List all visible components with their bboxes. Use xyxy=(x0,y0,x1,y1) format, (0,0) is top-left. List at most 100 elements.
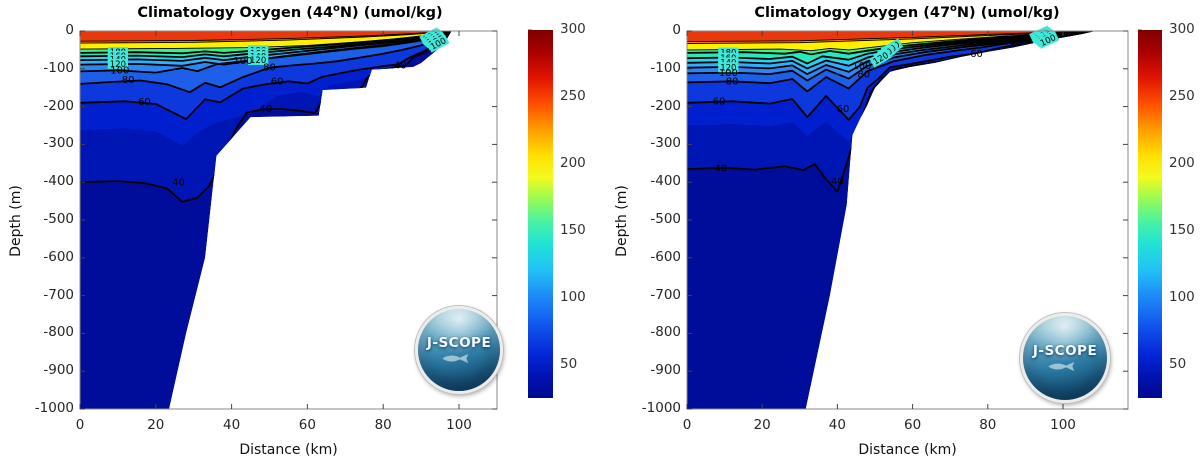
contour-label-group: 60 xyxy=(271,77,284,88)
x-tick-label: 80 xyxy=(979,417,997,433)
panel-title-47n: Climatology Oxygen (47oN) (umol/kg) xyxy=(722,3,1092,21)
x-tick-label: 60 xyxy=(904,417,922,433)
y-tick-label: 0 xyxy=(672,22,681,38)
colorbar-tick-label: 200 xyxy=(560,154,586,171)
contour-label-40: 40 xyxy=(172,178,185,189)
y-tick-label: -200 xyxy=(43,97,74,114)
fish-icon xyxy=(442,353,469,364)
colorbar-tick-label: 100 xyxy=(560,288,586,305)
y-tick-label: -800 xyxy=(43,324,74,341)
x-tick-label: 20 xyxy=(753,417,771,433)
contour-label-80: 80 xyxy=(1008,37,1024,51)
contour-label-40: 40 xyxy=(831,176,844,187)
y-tick-label: -500 xyxy=(43,211,74,227)
contour-label-group: 40 xyxy=(831,176,844,187)
contour-label-group: 40 xyxy=(259,104,272,115)
contour-label-group: 100 xyxy=(852,61,871,72)
contour-label-100: 100 xyxy=(233,56,252,67)
contour-label-box xyxy=(718,47,739,58)
jscope-logo-label: J-SCOPE xyxy=(1032,343,1098,359)
contour-label-group: 80 xyxy=(1008,37,1024,51)
contour-label-group: 80 xyxy=(726,77,739,88)
contour-label-group: 40 xyxy=(714,164,727,175)
colorbar-44n xyxy=(528,30,553,398)
contour-label-100: 100 xyxy=(110,66,129,77)
contour-label-80: 80 xyxy=(857,69,870,80)
title-text: N) (umol/kg) xyxy=(339,4,443,21)
y-tick-label: -700 xyxy=(650,286,681,303)
contour-label-80: 80 xyxy=(122,75,135,86)
contour-label-group: 80 xyxy=(263,63,276,74)
y-tick-label: -400 xyxy=(43,173,74,190)
contour-label-60: 60 xyxy=(970,49,983,60)
x-tick-label: 100 xyxy=(1050,417,1076,433)
contour-label-120: 120 xyxy=(250,56,266,66)
contour-label-group: 100 xyxy=(233,56,252,67)
y-tick-label: -1000 xyxy=(641,400,681,416)
contour-label-group: 120 xyxy=(248,55,269,66)
x-axis-label-right: Distance (km) xyxy=(858,442,957,458)
y-tick-label: -600 xyxy=(43,248,74,265)
contour-label-100: 100 xyxy=(852,61,871,72)
colorbar-tick-label: 50 xyxy=(1169,355,1187,372)
y-tick-label: -400 xyxy=(650,173,681,190)
colorbar-47n xyxy=(1138,30,1162,398)
x-tick-label: 100 xyxy=(446,417,472,433)
colorbar-tick-label: 250 xyxy=(560,87,586,104)
colorbar-tick-label: 200 xyxy=(1169,154,1195,171)
contour-label-80: 80 xyxy=(263,63,276,74)
title-text: Climatology Oxygen (44 xyxy=(137,4,334,21)
contour-label-box xyxy=(107,58,128,69)
colorbar-tick-label: 250 xyxy=(1169,87,1195,104)
contour-line-60 xyxy=(687,33,1094,121)
y-tick-label: -300 xyxy=(43,135,74,152)
colorbar-tick-label: 50 xyxy=(560,355,578,372)
title-text: N) (umol/kg) xyxy=(956,4,1060,21)
contour-label-40: 40 xyxy=(714,164,727,175)
colorbar-tick-label: 150 xyxy=(1169,221,1195,238)
contour-label-group: 100 xyxy=(719,68,738,79)
contour-line-40 xyxy=(80,35,452,203)
colorbar-tick-label: 300 xyxy=(560,21,586,37)
fish-icon xyxy=(1048,361,1075,372)
panel-title-44n: Climatology Oxygen (44oN) (umol/kg) xyxy=(105,3,475,21)
title-text: Climatology Oxygen (47 xyxy=(754,4,951,21)
colorbar-tick-label: 300 xyxy=(1169,21,1195,37)
contour-label-60: 60 xyxy=(713,97,726,108)
jscope-logo-badge: J-SCOPE xyxy=(1020,313,1110,403)
colorbar-tick-label: 100 xyxy=(1169,288,1195,305)
contour-label-80: 80 xyxy=(726,77,739,88)
contour-line-80 xyxy=(80,33,452,94)
contour-line-180 xyxy=(687,31,1094,56)
contour-line-60 xyxy=(80,34,452,120)
contour-line-180 xyxy=(80,31,452,55)
contour-label-group: 80 xyxy=(857,69,870,80)
contour-label-group: 60 xyxy=(138,97,151,108)
contour-label-box xyxy=(869,48,892,68)
degree-superscript: o xyxy=(333,3,340,14)
contour-label-group: 100 xyxy=(110,66,129,77)
panel-44n-plot-area xyxy=(80,31,452,409)
contour-label-group: 80 xyxy=(122,75,135,86)
contour-label-60: 60 xyxy=(837,104,850,115)
y-tick-label: -500 xyxy=(650,211,681,227)
contour-label-box xyxy=(426,34,450,53)
contour-label-group: 60 xyxy=(713,97,726,108)
contour-label-box xyxy=(248,55,269,66)
contour-label-group: 120 xyxy=(718,62,739,73)
x-tick-label: 60 xyxy=(298,417,316,433)
y-tick-label: -1000 xyxy=(34,400,74,416)
x-axis-label-left: Distance (km) xyxy=(239,442,338,458)
contour-label-group: 40 xyxy=(172,178,185,189)
y-tick-label: -200 xyxy=(650,97,681,114)
colorbar-tick-label: 150 xyxy=(560,221,586,238)
y-axis-label-left: Depth (m) xyxy=(8,185,24,257)
y-tick-label: -600 xyxy=(650,248,681,265)
jscope-logo-label: J-SCOPE xyxy=(426,335,492,351)
contour-label-group: 60 xyxy=(970,49,983,60)
y-tick-label: -300 xyxy=(650,135,681,152)
y-tick-label: 0 xyxy=(65,22,74,38)
y-tick-label: -900 xyxy=(650,362,681,379)
jscope-logo-badge: J-SCOPE xyxy=(415,306,503,394)
